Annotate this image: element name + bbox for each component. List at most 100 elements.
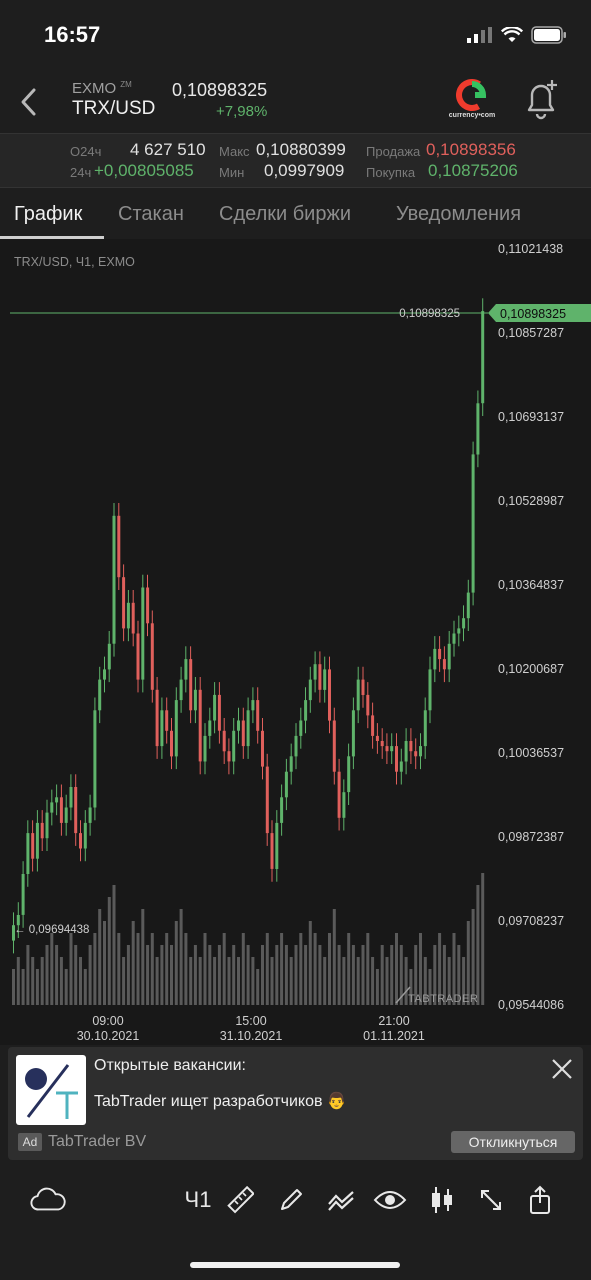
- volume-bar: [69, 933, 73, 1005]
- ad-text: TabTrader ищет разработчиков 👨: [94, 1093, 347, 1110]
- candle-body: [419, 746, 422, 757]
- candle: [59, 784, 63, 836]
- candle: [155, 677, 159, 759]
- volume-bar: [160, 945, 164, 1005]
- volume-bar: [375, 969, 379, 1005]
- candle-body: [237, 720, 240, 731]
- pair-name: TRX/USD: [72, 98, 156, 119]
- cloud-icon: [30, 1187, 66, 1211]
- currency-com-logo[interactable]: currency•com: [442, 78, 502, 128]
- close-icon[interactable]: [548, 1055, 576, 1083]
- volume-bar: [466, 921, 470, 1005]
- tab-trades[interactable]: Сделки биржи: [219, 203, 352, 225]
- candle-body: [423, 710, 427, 747]
- fullscreen-button[interactable]: [473, 1182, 509, 1218]
- candle-body: [375, 735, 379, 741]
- volume-bar: [409, 969, 413, 1005]
- candle: [241, 707, 245, 759]
- volume-bar: [280, 933, 284, 1005]
- volume-bar: [26, 945, 30, 1005]
- volume-bar: [150, 933, 154, 1005]
- interval-button[interactable]: Ч1: [180, 1182, 216, 1218]
- candle-body: [165, 710, 169, 731]
- ad-respond-button[interactable]: Откликнуться: [451, 1131, 575, 1153]
- candle-body: [170, 730, 173, 757]
- candle-body: [193, 689, 197, 711]
- volume-bar: [107, 897, 111, 1005]
- draw-button[interactable]: [273, 1182, 309, 1218]
- home-indicator[interactable]: [190, 1262, 400, 1268]
- cloud-button[interactable]: [30, 1182, 66, 1218]
- tab-orderbook[interactable]: Стакан: [118, 203, 184, 225]
- tab-alerts[interactable]: Уведомления: [396, 203, 522, 225]
- visibility-button[interactable]: [372, 1182, 408, 1218]
- candle: [256, 687, 260, 744]
- share-button[interactable]: [522, 1182, 558, 1218]
- volume-bar: [481, 873, 485, 1005]
- candle-body: [332, 720, 336, 772]
- candle: [251, 687, 255, 724]
- chart-canvas[interactable]: 0,11021438 0,10857287 0,10693137 0,10528987…: [0, 239, 591, 1045]
- volume-label: О24ч: [70, 144, 102, 159]
- candle-body: [79, 833, 82, 849]
- chart-meta: TRX/USD, Ч1, EXMO: [14, 255, 135, 269]
- volume-bar: [380, 945, 384, 1005]
- candle-body: [380, 741, 384, 747]
- candle: [438, 636, 442, 672]
- battery-icon: [531, 26, 566, 44]
- volume-bar: [428, 969, 432, 1005]
- volume-bar: [447, 957, 451, 1005]
- candle-body: [189, 659, 193, 711]
- chart-type-button[interactable]: [424, 1182, 460, 1218]
- candle: [227, 738, 231, 775]
- volume-bar: [289, 957, 293, 1005]
- back-icon[interactable]: [14, 82, 44, 122]
- candle-body: [179, 679, 183, 701]
- candle: [299, 707, 303, 749]
- candle-body: [40, 822, 44, 839]
- volume-bar: [261, 945, 264, 1005]
- volume-bar: [308, 921, 312, 1005]
- change-label: 24ч: [70, 165, 92, 180]
- candle: [35, 810, 39, 872]
- candle-body: [174, 700, 178, 757]
- ad-badge: Ad: [18, 1133, 42, 1151]
- candle: [21, 861, 25, 928]
- candle: [323, 656, 327, 703]
- ruler-icon: [227, 1186, 254, 1214]
- price-chart[interactable]: TRX/USD, Ч1, EXMO 0,11021438 0,10857287 0,…: [0, 239, 591, 1045]
- interval-label: Ч1: [184, 1187, 212, 1212]
- volume-bar: [184, 933, 188, 1005]
- y-tick-label: 0,09872387: [498, 830, 564, 844]
- candle-body: [50, 802, 54, 813]
- watermark-logo-icon: [395, 986, 411, 1004]
- indicators-button[interactable]: [323, 1182, 359, 1218]
- volume-bar: [193, 945, 197, 1005]
- candle: [160, 697, 164, 759]
- volume-bar: [31, 957, 35, 1005]
- candle: [428, 656, 432, 724]
- volume-bar: [423, 957, 427, 1005]
- last-price: 0,10898325: [172, 80, 268, 100]
- last-price-tag: [488, 304, 591, 322]
- candle-body: [399, 761, 403, 772]
- candle-body: [160, 710, 164, 747]
- candle-body: [69, 787, 73, 808]
- candle-body: [385, 746, 389, 752]
- candle: [98, 666, 102, 724]
- add-alert-bell-icon[interactable]: [521, 76, 561, 122]
- ruler-button[interactable]: [222, 1182, 258, 1218]
- candle-body: [131, 602, 135, 634]
- candle-body: [414, 751, 418, 757]
- candle-body: [222, 730, 226, 752]
- volume-bar: [40, 957, 44, 1005]
- volume-bar: [452, 933, 456, 1005]
- ad-banner[interactable]: Открытые вакансии: TabTrader ищет разраб…: [8, 1047, 583, 1160]
- volume-bar: [438, 933, 442, 1005]
- tab-chart[interactable]: График: [14, 203, 83, 225]
- volume-bar: [217, 945, 221, 1005]
- candle-body: [476, 403, 480, 455]
- y-tick-label: 0,10200687: [498, 662, 564, 676]
- candle: [337, 758, 341, 831]
- volume-value: 4 627 510: [130, 140, 206, 159]
